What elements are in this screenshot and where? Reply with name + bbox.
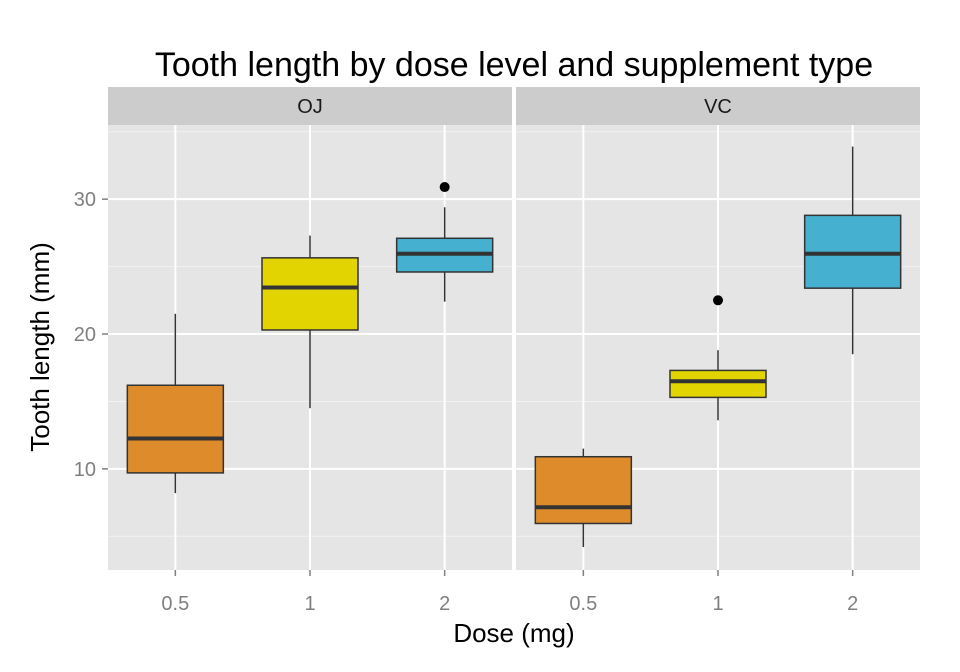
box-oj-1 [261,235,359,409]
facet-panel-vc: VC [516,87,920,570]
strip-label: VC [704,96,732,118]
x-tick-label: 1 [304,593,315,615]
facet-panel-oj: OJ [108,87,512,570]
box-body [126,384,225,474]
box-body [803,214,902,289]
y-axis-title: Tooth length (mm) [25,242,55,452]
outlier-point [439,182,450,193]
x-tick-label: 2 [847,593,858,615]
x-axis-title: Dose (mg) [453,618,574,648]
box-body [534,455,633,525]
box-vc-2 [803,146,902,355]
y-tick-label: 20 [74,324,96,346]
x-tick-label: 2 [439,593,450,615]
x-axis: 0.5 1 2 0.5 1 2 [161,570,858,615]
outlier-point [713,295,723,306]
box-body [669,369,767,399]
box-vc-1 [669,295,767,421]
box-body [261,257,359,331]
y-axis: 10 20 30 [74,189,108,481]
chart-title: Tooth length by dose level and supplemen… [155,46,873,84]
facet-panels: OJ VC [108,87,920,570]
strip-background [516,87,920,125]
y-tick-label: 30 [74,189,96,211]
x-tick-label: 0.5 [161,593,189,615]
box-vc-0.5 [534,448,633,548]
box-oj-0.5 [126,313,225,494]
x-tick-label: 0.5 [569,593,597,615]
strip-label: OJ [297,96,323,118]
box-oj-2 [395,182,494,302]
y-tick-label: 10 [74,459,96,481]
x-tick-label: 1 [712,593,723,615]
strip-background [108,87,512,125]
